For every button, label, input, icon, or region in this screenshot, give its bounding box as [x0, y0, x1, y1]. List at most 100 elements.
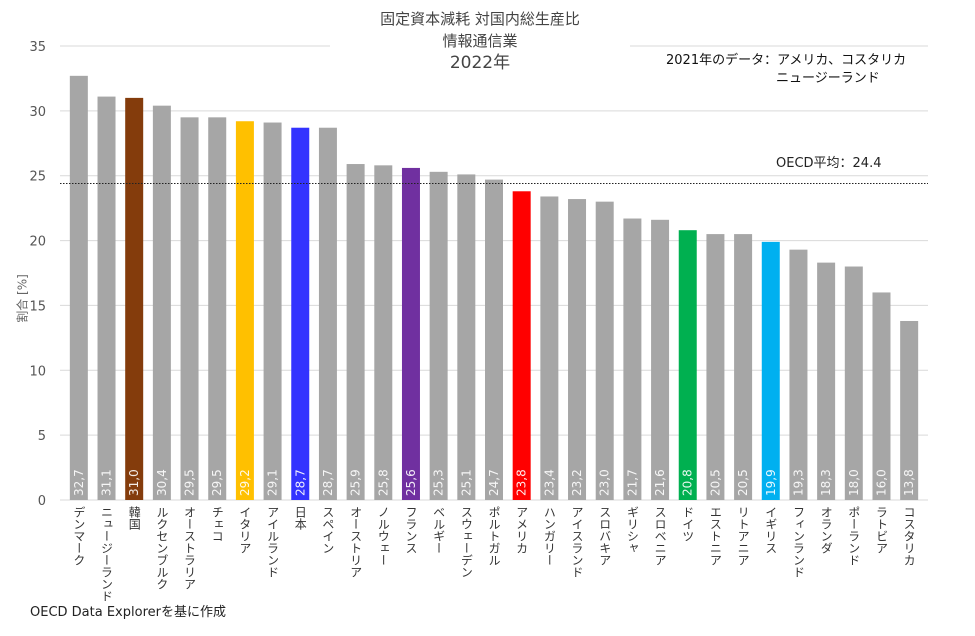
x-tick-label: アイスランド — [570, 506, 585, 578]
bar — [180, 117, 199, 500]
bar — [346, 164, 365, 501]
bar — [263, 122, 282, 500]
x-tick-label: オーストラリア — [182, 506, 197, 590]
x-tick-label: ベルギー — [431, 506, 446, 554]
data-year-note: 2021年のデータ：アメリカ、コスタリカ ニュージーランド — [666, 52, 906, 88]
x-tick-label: ルクセンブルク — [154, 506, 169, 590]
bar — [595, 201, 614, 500]
bar-value-label: 25,9 — [349, 469, 363, 496]
bar-value-label: 20,8 — [681, 469, 695, 496]
bar — [568, 199, 587, 500]
bar — [125, 97, 144, 500]
x-tick-label: イギリス — [763, 506, 778, 554]
x-tick-label: ポーランド — [846, 506, 861, 566]
chart-title: 固定資本減耗 対国内総生産比 — [380, 10, 580, 28]
y-tick-label: 25 — [29, 170, 46, 185]
x-tick-label: コスタリカ — [902, 506, 917, 566]
bar-value-label: 25,3 — [432, 469, 446, 496]
bar-value-label: 13,8 — [902, 469, 916, 496]
bar — [457, 174, 476, 500]
bar — [152, 105, 171, 500]
x-tick-label: チェコ — [210, 506, 225, 542]
bar-value-label: 30,4 — [155, 469, 169, 496]
source-note: OECD Data Explorerを基に作成 — [30, 605, 226, 620]
x-tick-label: ポルトガル — [487, 506, 501, 566]
bar — [374, 165, 393, 500]
bar — [734, 234, 753, 501]
bar — [291, 127, 310, 500]
bar-value-label: 23,0 — [598, 469, 612, 496]
bar — [623, 218, 642, 500]
bar — [678, 230, 697, 501]
x-tick-label: スロベニア — [653, 506, 668, 566]
bar — [789, 249, 808, 500]
bar-value-label: 25,8 — [376, 469, 390, 496]
bar-value-label: 20,5 — [736, 469, 750, 496]
note-line-1: 2021年のデータ：アメリカ、コスタリカ — [666, 53, 907, 68]
bar-value-label: 16,0 — [874, 469, 888, 496]
bar-value-label: 23,2 — [570, 469, 584, 496]
bar-value-label: 29,5 — [210, 469, 224, 496]
bar — [817, 262, 836, 500]
y-tick-label: 15 — [29, 299, 46, 314]
bar-value-label: 19,9 — [764, 469, 778, 496]
y-tick-label: 30 — [29, 105, 46, 120]
x-tick-label: ギリシャ — [625, 506, 640, 554]
oecd-average-label: OECD平均：24.4 — [770, 152, 888, 171]
bar — [872, 292, 891, 500]
x-tick-label: 日本 — [293, 506, 308, 530]
bar-value-label: 21,6 — [653, 469, 667, 496]
y-tick-label: 0 — [38, 494, 46, 509]
bar — [97, 96, 116, 501]
bar-value-label: 29,2 — [238, 469, 252, 496]
bar — [651, 219, 670, 500]
bar — [540, 196, 559, 500]
bar — [844, 266, 863, 500]
bar-value-label: 20,5 — [708, 469, 722, 496]
bar — [401, 167, 420, 500]
x-tick-label: イタリア — [237, 506, 252, 554]
x-tick-label: ラトビア — [874, 506, 889, 554]
x-tick-label: オーストリア — [348, 506, 363, 578]
x-tick-label: フィンランド — [791, 506, 806, 578]
x-tick-label: アイルランド — [265, 506, 280, 578]
bar — [318, 127, 337, 500]
x-tick-label: リトアニア — [736, 506, 751, 566]
x-tick-label: スロバキア — [597, 506, 612, 566]
x-tick-label: アメリカ — [514, 506, 529, 554]
bar-value-label: 21,7 — [625, 469, 639, 496]
x-tick-label: ノルウェー — [376, 506, 391, 566]
bar-value-label: 18,0 — [847, 469, 861, 496]
bar — [429, 171, 448, 500]
x-tick-label: ハンガリー — [542, 506, 557, 566]
bar-value-label: 25,6 — [404, 469, 418, 496]
bar — [761, 241, 780, 500]
bar-value-label: 31,1 — [100, 469, 114, 496]
x-tick-label: ニュージーランド — [99, 506, 114, 602]
x-tick-label: デンマーク — [71, 506, 86, 566]
bar-value-label: 31,0 — [127, 469, 141, 496]
bar — [900, 320, 919, 500]
bar — [235, 121, 254, 500]
bar — [208, 117, 227, 500]
chart-title-block: 固定資本減耗 対国内総生産比 情報通信業 2022年 — [330, 8, 630, 74]
bar-value-label: 18,3 — [819, 469, 833, 496]
x-tick-label: スウェーデン — [459, 506, 474, 578]
bar — [512, 191, 531, 500]
bar-value-label: 23,4 — [542, 469, 556, 496]
bar-value-label: 28,7 — [293, 469, 307, 496]
bar-value-label: 19,3 — [791, 469, 805, 496]
bar-value-label: 25,1 — [459, 469, 473, 496]
x-tick-label: ドイツ — [680, 506, 695, 542]
x-tick-label: エストニア — [708, 506, 723, 566]
bar-value-label: 29,1 — [266, 469, 280, 496]
bar — [69, 75, 88, 500]
bar-value-label: 28,7 — [321, 469, 335, 496]
note-line-2: ニュージーランド — [776, 71, 880, 86]
x-tick-label: オランダ — [819, 506, 834, 554]
x-tick-label: スペイン — [320, 506, 335, 554]
bar — [485, 179, 503, 500]
bar-value-label: 29,5 — [183, 469, 197, 496]
y-tick-label: 20 — [29, 235, 46, 250]
